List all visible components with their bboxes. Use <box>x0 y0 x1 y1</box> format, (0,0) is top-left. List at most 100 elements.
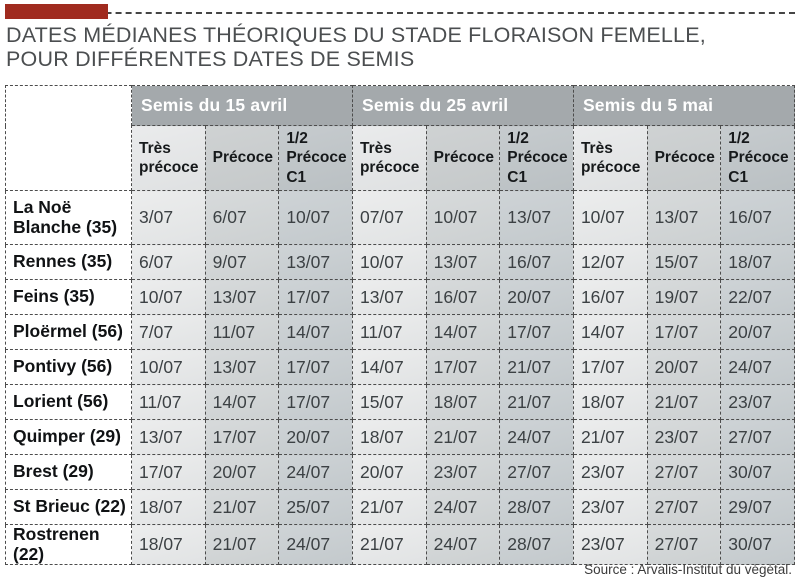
date-cell: 18/07 <box>572 384 648 420</box>
group-header-25-avril: Semis du 25 avril <box>351 85 574 126</box>
group-header-row: Semis du 15 avril Semis du 25 avril Semi… <box>5 85 796 191</box>
date-cell: 6/07 <box>204 190 280 245</box>
date-cell: 10/07 <box>425 190 501 245</box>
date-cell: 23/07 <box>425 454 501 490</box>
date-cell: 27/07 <box>646 454 722 490</box>
page-title-line1: DATES MÉDIANES THÉORIQUES DU STADE FLORA… <box>6 23 706 47</box>
date-cell: 10/07 <box>131 349 206 385</box>
group-header-5-mai: Semis du 5 mai <box>572 85 796 126</box>
subheader-row: Très précoce Précoce 1/2 Précoce C1 Très… <box>6 125 795 191</box>
date-cell: 10/07 <box>351 244 427 280</box>
row-label: Pontivy (56) <box>5 349 132 385</box>
table-row: Feins (35) 10/07 13/07 17/07 13/07 16/07 20/07… <box>5 279 795 315</box>
date-cell: 13/07 <box>278 244 353 280</box>
date-cell: 17/07 <box>572 349 648 385</box>
date-cell: 16/07 <box>720 190 795 245</box>
date-cell: 30/07 <box>720 454 795 490</box>
date-cell: 25/07 <box>278 489 353 525</box>
date-cell: 12/07 <box>572 244 648 280</box>
top-rule <box>5 4 795 20</box>
subheader-precoce: Précoce <box>646 125 722 191</box>
date-cell: 27/07 <box>646 523 722 566</box>
date-cell: 24/07 <box>425 489 501 525</box>
date-cell: 27/07 <box>720 419 795 455</box>
date-cell: 21/07 <box>351 523 427 566</box>
date-cell: 15/07 <box>646 244 722 280</box>
date-cell: 16/07 <box>499 244 574 280</box>
row-label: St Brieuc (22) <box>5 489 132 525</box>
date-cell: 21/07 <box>572 419 648 455</box>
date-cell: 18/07 <box>720 244 795 280</box>
subheader-precoce: Précoce <box>425 125 501 191</box>
date-cell: 23/07 <box>646 419 722 455</box>
row-label: Rennes (35) <box>5 244 132 280</box>
table-row: Rostrenen (22) 18/07 21/07 24/07 21/07 24/07 2… <box>5 523 795 566</box>
date-cell: 21/07 <box>204 523 280 566</box>
date-cell: 13/07 <box>646 190 722 245</box>
page-title-line2: POUR DIFFÉRENTES DATES DE SEMIS <box>6 46 415 71</box>
date-cell: 13/07 <box>204 279 280 315</box>
top-dashed-line <box>5 12 795 14</box>
table-row: Brest (29) 17/07 20/07 24/07 20/07 23/07 27/07… <box>5 454 795 490</box>
date-cell: 23/07 <box>572 454 648 490</box>
row-label: Rostrenen (22) <box>5 523 132 566</box>
date-cell: 20/07 <box>646 349 722 385</box>
date-cell: 30/07 <box>720 523 795 566</box>
date-cell: 21/07 <box>499 349 574 385</box>
date-cell: 14/07 <box>425 314 501 350</box>
row-label: Brest (29) <box>5 454 132 490</box>
date-cell: 14/07 <box>351 349 427 385</box>
date-cell: 21/07 <box>425 419 501 455</box>
date-cell: 20/07 <box>720 314 795 350</box>
date-cell: 18/07 <box>425 384 501 420</box>
date-cell: 14/07 <box>204 384 280 420</box>
date-cell: 13/07 <box>351 279 427 315</box>
date-cell: 07/07 <box>351 190 427 245</box>
table-row: Ploërmel (56) 7/07 11/07 14/07 11/07 14/07 17/… <box>5 314 795 350</box>
date-cell: 17/07 <box>278 349 353 385</box>
row-label: Lorient (56) <box>5 384 132 420</box>
date-cell: 6/07 <box>131 244 206 280</box>
date-cell: 24/07 <box>278 523 353 566</box>
date-cell: 13/07 <box>425 244 501 280</box>
date-cell: 13/07 <box>204 349 280 385</box>
subheader-demi-precoce-c1: 1/2 Précoce C1 <box>499 125 574 191</box>
date-cell: 9/07 <box>204 244 280 280</box>
date-cell: 15/07 <box>351 384 427 420</box>
flowering-dates-table: Semis du 15 avril Semis du 25 avril Semi… <box>5 85 796 566</box>
date-cell: 17/07 <box>646 314 722 350</box>
date-cell: 18/07 <box>131 523 206 566</box>
corner-cell <box>5 85 132 191</box>
date-cell: 14/07 <box>572 314 648 350</box>
date-cell: 13/07 <box>499 190 574 245</box>
date-cell: 20/07 <box>351 454 427 490</box>
table-row: Rennes (35) 6/07 9/07 13/07 10/07 13/07 16/07 1… <box>5 244 795 280</box>
date-cell: 21/07 <box>646 384 722 420</box>
date-cell: 21/07 <box>204 489 280 525</box>
date-cell: 17/07 <box>425 349 501 385</box>
date-cell: 20/07 <box>499 279 574 315</box>
date-cell: 23/07 <box>572 523 648 566</box>
table-row: St Brieuc (22) 18/07 21/07 25/07 21/07 24/07 2… <box>5 489 795 525</box>
subheader-demi-precoce-c1: 1/2 Précoce C1 <box>278 125 353 191</box>
page-title: DATES MÉDIANES THÉORIQUES DU STADE FLORA… <box>6 23 706 71</box>
date-cell: 13/07 <box>131 419 206 455</box>
date-cell: 24/07 <box>499 419 574 455</box>
subheader-tres-precoce: Très précoce <box>131 125 206 191</box>
date-cell: 11/07 <box>204 314 280 350</box>
date-cell: 21/07 <box>351 489 427 525</box>
date-cell: 23/07 <box>572 489 648 525</box>
group-header-15-avril: Semis du 15 avril <box>131 85 353 126</box>
date-cell: 27/07 <box>646 489 722 525</box>
date-cell: 11/07 <box>351 314 427 350</box>
date-cell: 3/07 <box>131 190 206 245</box>
row-label: La Noë Blanche (35) <box>5 190 132 245</box>
date-cell: 29/07 <box>720 489 795 525</box>
date-cell: 23/07 <box>720 384 795 420</box>
date-cell: 14/07 <box>278 314 353 350</box>
date-cell: 24/07 <box>720 349 795 385</box>
subheader-tres-precoce: Très précoce <box>351 125 427 191</box>
date-cell: 18/07 <box>351 419 427 455</box>
table-row: Pontivy (56) 10/07 13/07 17/07 14/07 17/07 21/… <box>5 349 795 385</box>
date-cell: 24/07 <box>278 454 353 490</box>
